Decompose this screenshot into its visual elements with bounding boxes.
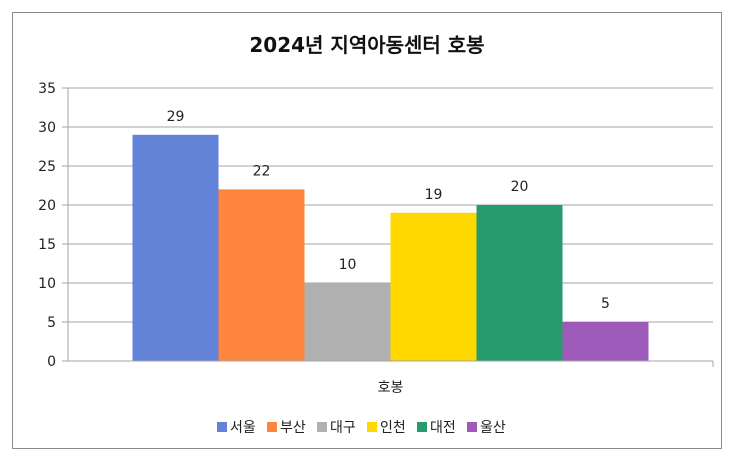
legend-item-1: 서울	[217, 420, 256, 436]
data-label: 20	[511, 179, 529, 195]
y-tick-label: 10	[38, 276, 56, 292]
y-tick-label: 5	[47, 315, 56, 331]
y-axis: 0 5 10 15 20 25 30 35	[38, 81, 69, 370]
legend-swatch	[467, 422, 477, 432]
data-label: 29	[167, 109, 185, 125]
y-tick-label: 20	[38, 198, 56, 214]
legend-item-2: 부산	[267, 420, 306, 436]
y-tick-label: 35	[38, 81, 56, 97]
legend-item-6: 울산	[467, 420, 506, 436]
legend-swatch	[367, 422, 377, 432]
legend-label: 대구	[330, 420, 356, 436]
bar-5	[476, 205, 563, 361]
legend-swatch	[217, 422, 227, 432]
legend-item-3: 대구	[317, 420, 356, 436]
legend-label: 울산	[480, 420, 506, 436]
legend-label: 대전	[430, 420, 456, 436]
y-tick-label: 30	[38, 120, 56, 136]
y-tick-label: 25	[38, 159, 56, 175]
data-label: 19	[425, 187, 443, 203]
x-category-label: 호봉	[378, 380, 404, 396]
legend-item-5: 대전	[417, 420, 456, 436]
bars: 29 22 10 19 20 5	[132, 109, 649, 361]
y-tick-label: 15	[38, 237, 56, 253]
bar-1	[132, 134, 219, 361]
bar-4	[390, 212, 477, 361]
legend: 서울 부산 대구 인천 대전 울산	[217, 420, 506, 436]
data-label: 5	[601, 296, 610, 312]
y-tick-label: 0	[47, 354, 56, 370]
legend-swatch	[417, 422, 427, 432]
legend-swatch	[317, 422, 327, 432]
bar-3	[304, 283, 391, 361]
legend-label: 서울	[230, 420, 256, 436]
chart-title: 2024년 지역아동센터 호봉	[249, 33, 484, 57]
data-label: 22	[253, 163, 271, 179]
legend-label: 부산	[280, 420, 306, 436]
legend-item-4: 인천	[367, 420, 406, 436]
legend-swatch	[267, 422, 277, 432]
legend-label: 인천	[380, 420, 406, 436]
chart-frame	[12, 12, 722, 449]
bar-6	[562, 322, 649, 361]
bar-2	[218, 189, 305, 361]
data-label: 10	[339, 257, 357, 273]
x-axis: 호봉	[62, 360, 714, 396]
